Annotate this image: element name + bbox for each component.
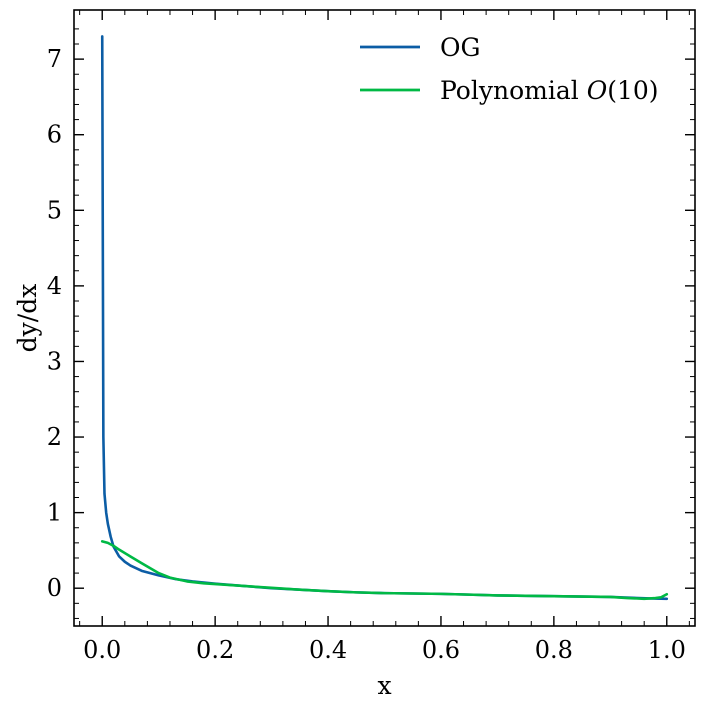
legend-label-og: OG <box>440 33 480 62</box>
legend: OG Polynomial O(10) <box>360 33 659 105</box>
y-tick-label: 7 <box>47 45 62 73</box>
x-tick-label: 0.0 <box>83 636 121 664</box>
legend-label-polynomial: Polynomial O(10) <box>440 76 659 105</box>
legend-label-polynomial-math: O <box>587 76 608 105</box>
x-tick-label: 1.0 <box>648 636 686 664</box>
x-axis-label: x <box>377 671 391 700</box>
y-axis-label: dy/dx <box>13 284 42 353</box>
x-tick-label: 0.4 <box>309 636 347 664</box>
y-tick-label: 4 <box>47 272 62 300</box>
y-tick-label: 2 <box>47 423 62 451</box>
y-tick-label: 1 <box>47 499 62 527</box>
ticks-layer: 0.0 0.2 0.4 0.6 0.8 1.0 0 1 2 3 4 5 6 7 <box>47 10 695 664</box>
y-tick-label: 3 <box>47 347 62 375</box>
axes-frame <box>73 9 696 627</box>
y-tick-label: 0 <box>47 574 62 602</box>
y-tick-label: 6 <box>47 121 62 149</box>
x-tick-label: 0.8 <box>535 636 573 664</box>
legend-label-polynomial-prefix: Polynomial <box>440 76 587 105</box>
y-tick-label: 5 <box>47 196 62 224</box>
series-layer <box>100 35 669 601</box>
x-tick-label: 0.2 <box>196 636 234 664</box>
legend-label-polynomial-suffix: (10) <box>607 76 658 105</box>
x-tick-label: 0.6 <box>422 636 460 664</box>
series-line-polynomial <box>100 540 669 601</box>
series-line-og <box>100 35 669 601</box>
